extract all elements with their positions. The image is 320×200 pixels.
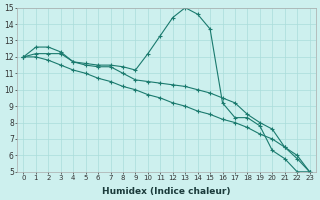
X-axis label: Humidex (Indice chaleur): Humidex (Indice chaleur) <box>102 187 231 196</box>
